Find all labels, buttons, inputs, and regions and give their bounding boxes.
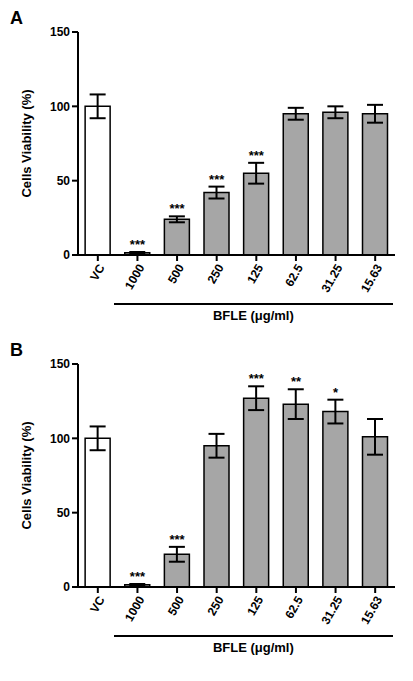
- svg-text:***: ***: [249, 371, 265, 386]
- svg-text:62.5: 62.5: [282, 261, 306, 289]
- svg-text:15.63: 15.63: [358, 593, 385, 626]
- svg-text:1000: 1000: [122, 593, 148, 623]
- svg-text:*: *: [333, 385, 339, 400]
- svg-text:0: 0: [63, 248, 70, 262]
- svg-text:150: 150: [50, 357, 70, 371]
- html-text:BFLE (μg/ml): BFLE (μg/ml): [212, 640, 294, 655]
- svg-text:500: 500: [165, 261, 187, 286]
- svg-text:31.25: 31.25: [318, 593, 345, 626]
- svg-text:0: 0: [63, 580, 70, 594]
- svg-text:Cells Viability (%): Cells Viability (%): [19, 89, 34, 197]
- svg-text:***: ***: [130, 569, 146, 584]
- svg-text:15.63: 15.63: [358, 261, 385, 294]
- svg-text:Cells Viability (%): Cells Viability (%): [19, 421, 34, 529]
- svg-text:***: ***: [169, 532, 185, 547]
- html-text:A: A: [10, 8, 23, 28]
- html-text:B: B: [10, 340, 23, 360]
- svg-text:100: 100: [50, 432, 70, 446]
- svg-text:VC: VC: [87, 261, 108, 283]
- svg-text:***: ***: [249, 148, 265, 163]
- svg-text:500: 500: [165, 593, 187, 618]
- svg-text:VC: VC: [87, 593, 108, 615]
- svg-text:100: 100: [50, 100, 70, 114]
- svg-text:50: 50: [57, 506, 71, 520]
- svg-text:125: 125: [244, 593, 266, 618]
- svg-text:***: ***: [130, 237, 146, 252]
- svg-text:1000: 1000: [122, 261, 148, 291]
- svg-text:62.5: 62.5: [282, 593, 306, 621]
- svg-text:**: **: [291, 374, 302, 389]
- svg-text:50: 50: [57, 174, 71, 188]
- html-text:BFLE (μg/ml): BFLE (μg/ml): [212, 308, 294, 323]
- svg-text:31.25: 31.25: [318, 261, 345, 294]
- svg-text:250: 250: [205, 593, 227, 618]
- svg-text:150: 150: [50, 25, 70, 39]
- svg-text:250: 250: [205, 261, 227, 286]
- svg-text:***: ***: [169, 201, 185, 216]
- svg-text:***: ***: [209, 172, 225, 187]
- svg-text:125: 125: [244, 261, 266, 286]
